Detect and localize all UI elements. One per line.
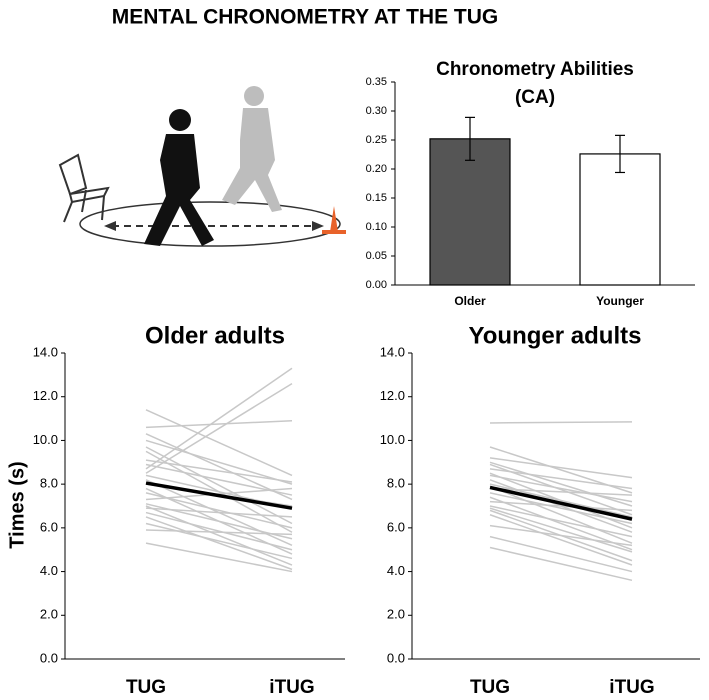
y-tick-label: 0.00 [366, 279, 387, 291]
y-tick-label: 14.0 [33, 344, 58, 359]
y-tick-label: 10.0 [33, 432, 58, 447]
x-tick-label: Older [454, 294, 486, 308]
series-line [145, 542, 293, 573]
series-line [145, 492, 293, 529]
series-line [145, 446, 293, 525]
series-line [489, 487, 633, 496]
x-tick-label: TUG [126, 677, 166, 698]
chart-title: Younger adults [469, 322, 642, 349]
series-line [489, 421, 633, 424]
series-line [489, 485, 633, 544]
x-tick-label: iTUG [269, 677, 314, 698]
illustration [58, 86, 346, 247]
x-tick-label: Younger [596, 294, 644, 308]
bar [579, 153, 661, 286]
y-tick-label: 4.0 [387, 563, 405, 578]
series-line [489, 496, 633, 551]
y-tick-label: 12.0 [33, 388, 58, 403]
series-line [145, 511, 293, 551]
y-tick-label: 0.15 [366, 192, 387, 204]
y-tick-label: 0.25 [366, 134, 387, 146]
y-tick-label: 6.0 [387, 519, 405, 534]
y-tick-label: 0.10 [366, 221, 387, 233]
series-line [145, 505, 293, 566]
series-line [145, 409, 293, 477]
y-tick-label: 0.20 [366, 163, 387, 175]
bar [429, 138, 511, 286]
x-tick-label: iTUG [609, 677, 654, 698]
error-bar [615, 134, 625, 174]
series-line [145, 522, 293, 560]
series-line [145, 367, 293, 470]
y-tick-label: 0.0 [387, 650, 405, 665]
series-line [145, 529, 293, 536]
series-line [489, 505, 633, 538]
series-line [489, 524, 633, 547]
y-tick-label: 0.05 [366, 250, 387, 262]
series-line [489, 507, 633, 553]
y-tick-label: 0.30 [366, 105, 387, 117]
series-line [489, 535, 633, 573]
figure-title: MENTAL CHRONOMETRY AT THE TUG [112, 6, 499, 29]
y-tick-label: 8.0 [387, 476, 405, 491]
y-tick-label: 8.0 [40, 476, 58, 491]
error-bar [465, 116, 475, 161]
series-line [489, 461, 633, 507]
y-tick-label: 10.0 [380, 432, 405, 447]
series-line [489, 485, 633, 521]
series-line [145, 439, 293, 485]
y-tick-label: 12.0 [380, 388, 405, 403]
y-tick-label: 2.0 [387, 607, 405, 622]
series-line [145, 433, 293, 501]
series-line [489, 457, 633, 479]
chart-title: Older adults [145, 322, 285, 349]
series-line [489, 474, 633, 503]
series-line [145, 481, 293, 510]
y-tick-label: 4.0 [40, 563, 58, 578]
y-axis-label: Times (s) [6, 461, 28, 548]
series-line [489, 514, 633, 566]
series-line [489, 492, 633, 525]
series-line [145, 382, 293, 474]
y-tick-label: 0.35 [366, 76, 387, 88]
series-line [145, 420, 293, 429]
y-tick-label: 2.0 [40, 607, 58, 622]
series-line [145, 507, 293, 518]
series-line [489, 500, 633, 512]
y-tick-label: 14.0 [380, 344, 405, 359]
series-line [489, 468, 633, 490]
x-tick-label: TUG [470, 677, 510, 698]
y-tick-label: 6.0 [40, 519, 58, 534]
series-line [145, 516, 293, 571]
bar-chart-title: Chronometry Abilities (CA) [436, 59, 634, 108]
series-line [145, 459, 293, 483]
series-line [489, 546, 633, 582]
y-tick-label: 0.0 [40, 650, 58, 665]
